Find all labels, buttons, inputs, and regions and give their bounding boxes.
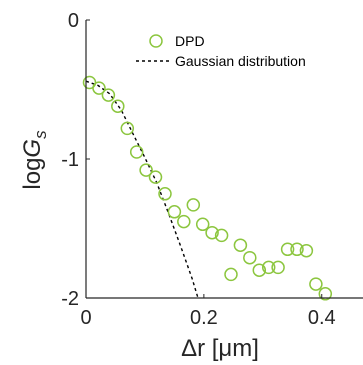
- legend: DPD Gaussian distribution: [136, 33, 306, 69]
- dpd-point: [261, 260, 276, 275]
- dpd-point: [271, 260, 285, 275]
- dpd-point: [167, 205, 182, 219]
- x-tick-label: 0.2: [190, 307, 218, 329]
- legend-label-dpd: DPD: [175, 33, 205, 49]
- legend-label-gaussian: Gaussian distribution: [175, 53, 306, 69]
- data-marks: [82, 75, 333, 301]
- dpd-point: [177, 214, 191, 229]
- dpd-point: [92, 81, 106, 95]
- dpd-point: [290, 242, 304, 257]
- dpd-point: [158, 187, 172, 201]
- x-axis-label: Δr [μm]: [181, 335, 259, 362]
- dpd-point: [205, 225, 219, 240]
- dpd-point: [186, 198, 201, 212]
- dpd-point: [252, 263, 267, 277]
- x-tick-label: 0.4: [308, 307, 336, 329]
- dpd-point: [299, 243, 314, 258]
- dpd-point: [120, 121, 135, 136]
- dpd-point: [280, 242, 295, 257]
- dpd-point: [243, 250, 257, 265]
- dpd-point: [233, 238, 248, 252]
- x-tick-label: 0: [80, 307, 91, 329]
- dpd-point: [101, 88, 116, 102]
- dpd-point: [129, 145, 144, 159]
- ticks: 0 0.2 0.4 0 -1 -2: [61, 10, 335, 329]
- y-tick-label: -1: [61, 149, 79, 171]
- dpd-point: [148, 170, 163, 184]
- legend-marker-dpd: [149, 34, 163, 48]
- gaussian-line: [85, 80, 199, 299]
- dpd-point: [111, 99, 125, 113]
- y-tick-label: -2: [61, 288, 79, 310]
- dpd-point: [309, 277, 323, 291]
- y-tick-label: 0: [68, 10, 79, 32]
- dpd-point: [195, 217, 210, 232]
- dpd-point: [139, 163, 153, 177]
- dpd-point: [318, 287, 333, 301]
- y-axis-label: logGs: [19, 130, 50, 190]
- dpd-point: [224, 267, 238, 282]
- dpd-point: [214, 228, 229, 243]
